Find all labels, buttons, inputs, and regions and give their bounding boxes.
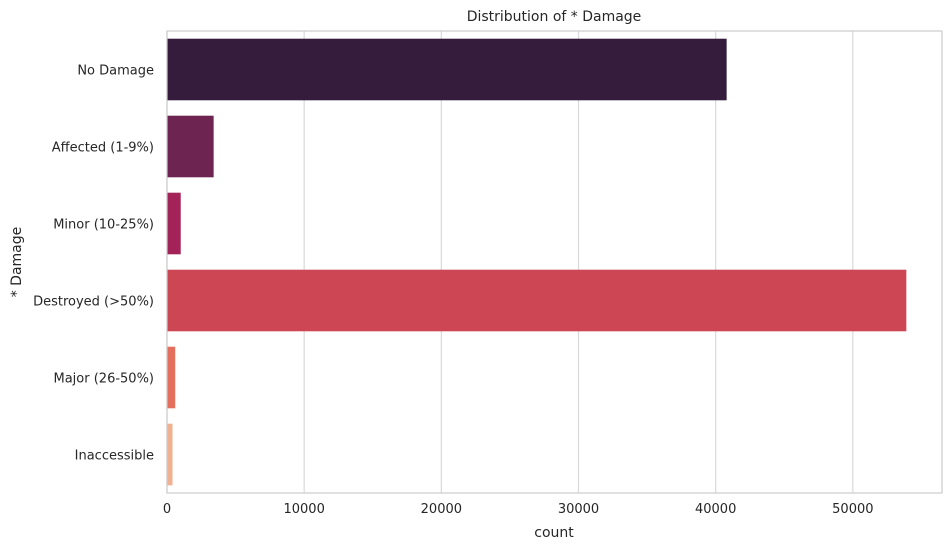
y-tick-label-0: No Damage	[77, 64, 154, 79]
plot-frame	[166, 30, 943, 494]
bar-1	[167, 115, 214, 178]
y-tick-label-3: Destroyed (>50%)	[33, 295, 154, 310]
bar-0	[167, 38, 727, 101]
y-tick-label-4: Major (26-50%)	[54, 372, 155, 387]
bars	[167, 38, 907, 486]
x-axis-label: count	[534, 525, 574, 541]
x-tick-label-2: 20000	[421, 502, 462, 517]
x-tick-label-4: 40000	[695, 502, 736, 517]
x-axis-ticks: 0 10000 20000 30000 40000 50000	[163, 502, 874, 517]
bar-2	[167, 192, 181, 255]
x-tick-label-5: 50000	[832, 502, 873, 517]
y-tick-label-5: Inaccessible	[75, 449, 154, 464]
x-tick-label-3: 30000	[558, 502, 599, 517]
y-tick-label-1: Affected (1-9%)	[52, 141, 154, 156]
y-tick-label-2: Minor (10-25%)	[53, 218, 154, 233]
bar-4	[167, 346, 176, 409]
chart-title: Distribution of * Damage	[467, 9, 642, 25]
bar-3	[167, 269, 907, 332]
x-tick-label-0: 0	[163, 502, 171, 517]
y-axis-label: * Damage	[9, 227, 25, 298]
y-axis-ticks: No Damage Affected (1-9%) Minor (10-25%) De…	[33, 64, 154, 464]
bar-5	[167, 423, 173, 486]
x-tick-label-1: 10000	[283, 502, 324, 517]
